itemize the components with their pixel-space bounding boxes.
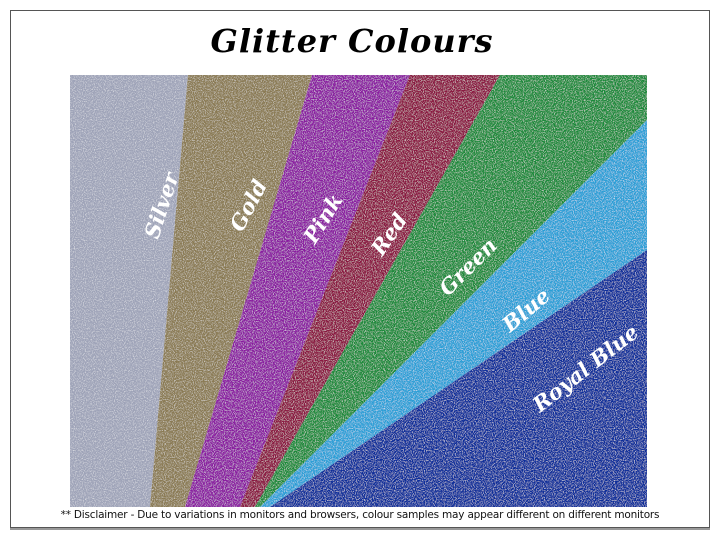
- page-title: Glitter Colours: [210, 22, 494, 60]
- page-frame: [10, 10, 710, 528]
- swatch-gold: [150, 75, 312, 507]
- swatch-silver: [70, 75, 188, 507]
- glitter-swatch-photo: Silver Gold Pink Red Green Blue Royal Bl…: [70, 75, 647, 507]
- swatch-royal-blue: [270, 250, 647, 507]
- swatch-green: [255, 75, 647, 507]
- swatch-red: [240, 75, 500, 507]
- swatch-pink: [185, 75, 410, 507]
- swatch-blue: [260, 120, 647, 507]
- disclaimer-text: ** Disclaimer - Due to variations in mon…: [60, 509, 660, 521]
